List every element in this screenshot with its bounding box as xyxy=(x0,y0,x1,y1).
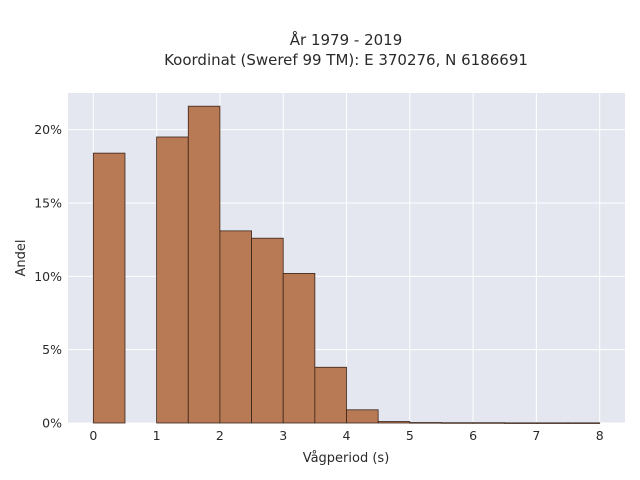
histogram-bar-0 xyxy=(92,152,126,424)
x-tick-label: 8 xyxy=(596,428,604,443)
x-tick-label: 6 xyxy=(469,428,477,443)
histogram-bar-6 xyxy=(282,272,316,424)
histogram-bar-5 xyxy=(251,237,284,424)
chart-title-line-2: Koordinat (Sweref 99 TM): E 370276, N 61… xyxy=(164,51,528,69)
y-axis-ticks: 0% 5% 10% 15% 20% xyxy=(34,122,62,430)
chart-title-line-1: År 1979 - 2019 xyxy=(290,30,403,49)
y-axis-label: Andel xyxy=(14,240,29,277)
x-tick-label: 1 xyxy=(153,428,161,443)
x-tick-label: 2 xyxy=(216,428,224,443)
histogram-bar-7 xyxy=(314,366,347,424)
x-tick-label: 3 xyxy=(279,428,287,443)
histogram-bar-12 xyxy=(472,422,506,424)
histogram-bar-13 xyxy=(504,422,537,424)
x-tick-label: 0 xyxy=(89,428,97,443)
histogram-bar-14 xyxy=(535,422,569,424)
x-axis-ticks: 0 1 2 3 4 5 6 7 8 xyxy=(89,428,603,443)
histogram-bar-15 xyxy=(567,422,601,424)
histogram-bar-8 xyxy=(346,409,379,424)
histogram-bar-11 xyxy=(441,422,474,424)
histogram-bar-10 xyxy=(409,422,442,424)
y-tick-label: 5% xyxy=(42,342,62,357)
histogram-bar-2 xyxy=(156,136,189,424)
histogram-bars xyxy=(92,105,601,424)
y-tick-label: 15% xyxy=(34,196,62,211)
y-tick-label: 10% xyxy=(34,269,62,284)
x-tick-label: 4 xyxy=(343,428,351,443)
histogram-bar-9 xyxy=(377,421,411,424)
y-tick-label: 0% xyxy=(42,416,62,431)
x-axis-label: Vågperiod (s) xyxy=(303,451,390,466)
histogram-bar-4 xyxy=(219,230,252,424)
x-tick-label: 7 xyxy=(532,428,540,443)
x-tick-label: 5 xyxy=(406,428,414,443)
y-tick-label: 20% xyxy=(34,122,62,137)
histogram-bar-3 xyxy=(187,105,221,424)
